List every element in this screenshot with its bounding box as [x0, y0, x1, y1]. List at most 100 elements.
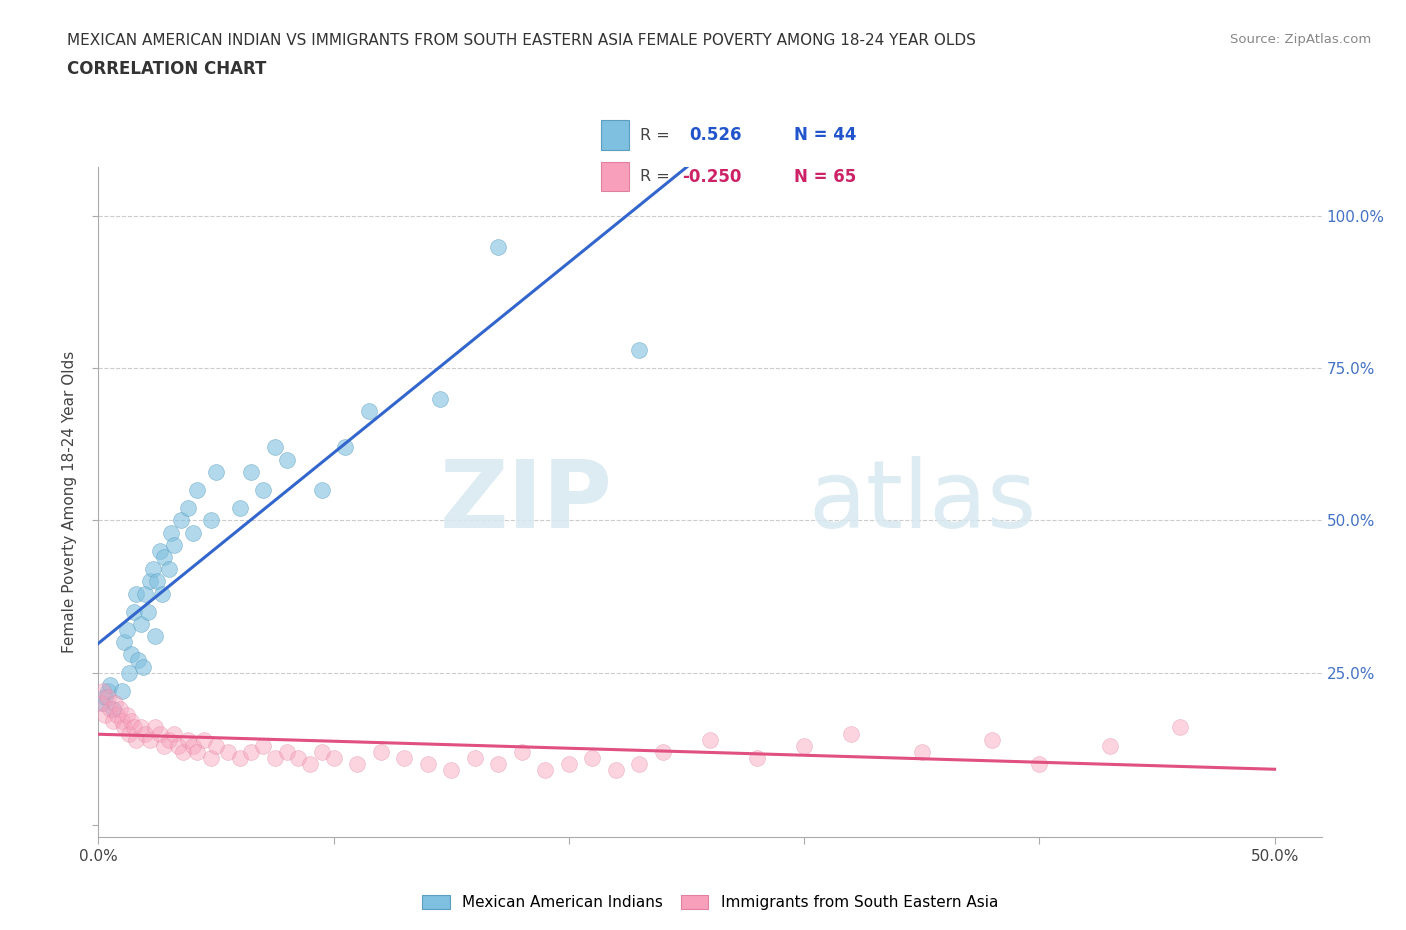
Point [177, 501, 200, 516]
Point [149, 726, 172, 741]
Point [157, 732, 180, 747]
Point [98, 677, 121, 692]
Text: R =: R = [640, 169, 669, 184]
Point [170, 513, 193, 528]
Point [108, 702, 131, 717]
Point [101, 714, 124, 729]
Point [911, 744, 934, 759]
Y-axis label: Female Poverty Among 18-24 Year Olds: Female Poverty Among 18-24 Year Olds [62, 352, 77, 654]
Point [605, 763, 627, 777]
Point [112, 635, 135, 650]
Point [104, 696, 127, 711]
Point [416, 756, 439, 771]
Point [160, 525, 183, 540]
Point [94, 708, 117, 723]
Point [193, 732, 215, 747]
FancyBboxPatch shape [602, 162, 630, 192]
Point [699, 732, 721, 747]
Point [129, 720, 152, 735]
Point [510, 744, 533, 759]
Point [150, 586, 173, 601]
Point [322, 751, 344, 765]
Point [115, 708, 138, 723]
Point [105, 708, 128, 723]
Point [299, 756, 322, 771]
Point [94, 689, 117, 704]
Point [252, 738, 274, 753]
Point [177, 732, 200, 747]
Point [534, 763, 557, 777]
Point [132, 659, 155, 674]
Point [311, 483, 333, 498]
Point [98, 702, 121, 717]
Point [793, 738, 815, 753]
Point [97, 684, 120, 698]
Point [276, 452, 298, 467]
Point [141, 562, 163, 577]
Point [392, 751, 416, 765]
Point [115, 622, 138, 637]
Text: atlas: atlas [808, 457, 1036, 548]
Point [153, 738, 176, 753]
Point [172, 744, 194, 759]
Point [125, 586, 148, 601]
Point [357, 404, 380, 418]
Point [146, 574, 169, 589]
Point [143, 720, 166, 735]
Point [228, 751, 250, 765]
Point [112, 720, 135, 735]
Point [111, 714, 134, 729]
Point [134, 586, 156, 601]
FancyBboxPatch shape [602, 121, 630, 150]
Point [200, 513, 222, 528]
Point [486, 756, 509, 771]
Point [149, 543, 172, 558]
Point [139, 732, 162, 747]
Legend: Mexican American Indians, Immigrants from South Eastern Asia: Mexican American Indians, Immigrants fro… [416, 889, 1004, 916]
Point [181, 525, 204, 540]
Point [263, 440, 285, 455]
Point [163, 538, 186, 552]
Point [167, 738, 190, 753]
Text: 0.526: 0.526 [689, 126, 741, 144]
Point [652, 744, 675, 759]
Point [486, 239, 509, 254]
Point [287, 751, 309, 765]
Text: N = 65: N = 65 [794, 167, 856, 186]
Point [91, 684, 114, 698]
Point [335, 440, 357, 455]
Text: MEXICAN AMERICAN INDIAN VS IMMIGRANTS FROM SOUTH EASTERN ASIA FEMALE POVERTY AMO: MEXICAN AMERICAN INDIAN VS IMMIGRANTS FR… [67, 33, 976, 47]
Text: R =: R = [640, 127, 669, 142]
Point [97, 689, 120, 704]
Text: ZIP: ZIP [439, 457, 612, 548]
Point [101, 702, 124, 717]
Point [440, 763, 463, 777]
Point [186, 744, 208, 759]
Point [127, 653, 149, 668]
Point [129, 617, 152, 631]
Point [118, 665, 141, 680]
Point [370, 744, 392, 759]
Point [120, 647, 142, 662]
Point [136, 604, 159, 619]
Point [628, 756, 651, 771]
Point [581, 751, 603, 765]
Point [558, 756, 581, 771]
Text: N = 44: N = 44 [794, 126, 856, 144]
Point [240, 464, 263, 479]
Point [1028, 756, 1050, 771]
Point [252, 483, 274, 498]
Point [981, 732, 1004, 747]
Point [122, 720, 145, 735]
Point [143, 629, 166, 644]
Point [139, 574, 162, 589]
Point [205, 738, 228, 753]
Point [429, 392, 451, 406]
Point [1098, 738, 1121, 753]
Point [628, 342, 651, 357]
Point [122, 604, 145, 619]
Point [745, 751, 768, 765]
Point [181, 738, 204, 753]
Point [1170, 720, 1192, 735]
Point [186, 483, 208, 498]
